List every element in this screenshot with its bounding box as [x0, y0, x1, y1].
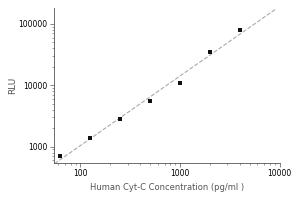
- Point: [178, 81, 182, 84]
- Point: [88, 136, 92, 139]
- Y-axis label: RLU: RLU: [8, 77, 17, 94]
- X-axis label: Human Cyt-C Concentration (pg/ml ): Human Cyt-C Concentration (pg/ml ): [90, 183, 244, 192]
- Point: [58, 155, 62, 158]
- Point: [208, 50, 212, 54]
- Point: [118, 118, 122, 121]
- Point: [238, 28, 242, 32]
- Point: [148, 100, 152, 103]
